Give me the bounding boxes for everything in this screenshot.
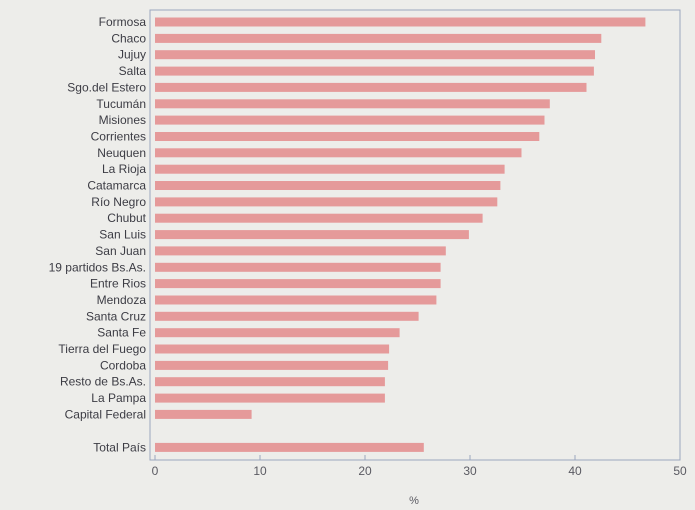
- category-label-21: Cordoba: [100, 358, 146, 372]
- bars-group: [155, 17, 646, 452]
- x-axis-ticks: 0 10 20 30 40 50: [152, 455, 687, 478]
- x-tick-label-1: 10: [253, 464, 267, 478]
- category-label-24: Capital Federal: [65, 407, 146, 421]
- category-label-8: Neuquen: [97, 146, 146, 160]
- bar-12: [155, 213, 483, 223]
- x-axis-label: %: [409, 495, 419, 507]
- x-tick-label-0: 0: [152, 464, 159, 478]
- category-label-3: Salta: [119, 64, 147, 78]
- bar-19: [155, 328, 400, 338]
- bar-16: [155, 279, 441, 289]
- bar-22: [155, 377, 385, 387]
- bar-20: [155, 344, 390, 354]
- bar-13: [155, 230, 469, 240]
- plot-frame: [149, 9, 681, 461]
- bar-0: [155, 17, 646, 27]
- bar-3: [155, 66, 594, 76]
- category-label-17: Mendoza: [97, 293, 147, 307]
- x-tick-label-2: 20: [358, 464, 372, 478]
- bar-2: [155, 50, 595, 60]
- category-label-12: Chubut: [107, 211, 146, 225]
- category-label-9: La Rioja: [102, 162, 146, 176]
- category-label-19: Santa Fe: [97, 326, 146, 340]
- category-label-6: Misiones: [99, 113, 146, 127]
- bar-11: [155, 197, 498, 207]
- category-label-20: Tierra del Fuego: [58, 342, 146, 356]
- bar-5: [155, 99, 550, 109]
- category-label-15: 19 partidos Bs.As.: [49, 260, 146, 274]
- bar-17: [155, 295, 437, 305]
- bar-25: [155, 442, 424, 452]
- category-label-25: Total País: [93, 440, 146, 454]
- category-label-7: Corrientes: [91, 130, 146, 144]
- category-label-23: La Pampa: [91, 391, 146, 405]
- category-label-22: Resto de Bs.As.: [60, 375, 146, 389]
- category-label-13: San Luis: [99, 228, 146, 242]
- bar-4: [155, 82, 587, 92]
- bar-15: [155, 262, 441, 272]
- category-labels: Formosa Chaco Jujuy Salta Sgo.del Estero Tucu…: [49, 15, 147, 454]
- category-label-5: Tucumán: [96, 97, 146, 111]
- bar-8: [155, 148, 522, 158]
- bar-9: [155, 164, 505, 174]
- x-tick-label-5: 50: [673, 464, 687, 478]
- category-label-11: Río Negro: [91, 195, 146, 209]
- category-label-16: Entre Rios: [90, 277, 146, 291]
- category-label-18: Santa Cruz: [86, 309, 146, 323]
- bar-6: [155, 115, 545, 125]
- category-label-0: Formosa: [99, 15, 147, 29]
- category-label-1: Chaco: [111, 31, 146, 45]
- bar-21: [155, 360, 389, 370]
- category-label-4: Sgo.del Estero: [67, 80, 146, 94]
- x-tick-label-3: 30: [463, 464, 477, 478]
- bar-18: [155, 311, 419, 321]
- bar-23: [155, 393, 385, 403]
- x-tick-label-4: 40: [568, 464, 582, 478]
- bar-1: [155, 33, 602, 43]
- bar-7: [155, 132, 540, 141]
- category-label-10: Catamarca: [87, 179, 146, 193]
- category-label-2: Jujuy: [118, 48, 146, 62]
- category-label-14: San Juan: [95, 244, 146, 258]
- bar-14: [155, 246, 446, 256]
- bar-10: [155, 181, 501, 190]
- bar-24: [155, 409, 252, 419]
